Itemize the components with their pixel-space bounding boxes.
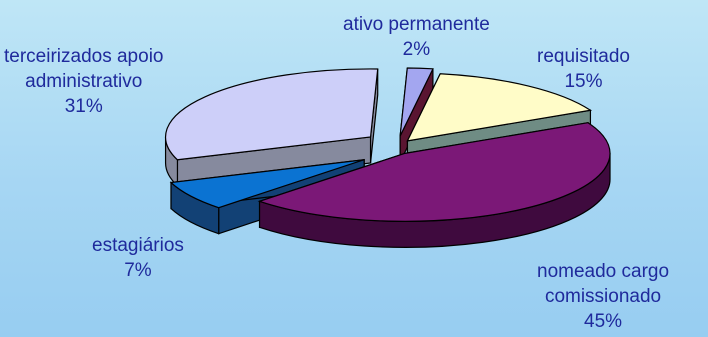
- label-ativo-permanente: ativo permanente 2%: [343, 12, 490, 62]
- slice-percent: 15%: [537, 69, 630, 94]
- slice-percent: 31%: [4, 94, 163, 119]
- slice-percent: 2%: [343, 37, 490, 62]
- slice-percent: 45%: [537, 309, 669, 334]
- label-nomeado-cargo-comissionado: nomeado cargo comissionado 45%: [537, 259, 669, 334]
- slice-label: estagiários: [92, 233, 184, 258]
- slice-label: nomeado cargo: [537, 259, 669, 284]
- label-estagiarios: estagiários 7%: [92, 233, 184, 283]
- label-terceirizados-apoio-administrativo: terceirizados apoio administrativo 31%: [4, 44, 163, 119]
- label-requisitado: requisitado 15%: [537, 44, 630, 94]
- slice-label: administrativo: [4, 69, 163, 94]
- slice-label: comissionado: [537, 284, 669, 309]
- slice-label: requisitado: [537, 44, 630, 69]
- slice-label: ativo permanente: [343, 12, 490, 37]
- slice-label: terceirizados apoio: [4, 44, 163, 69]
- slice-percent: 7%: [92, 258, 184, 283]
